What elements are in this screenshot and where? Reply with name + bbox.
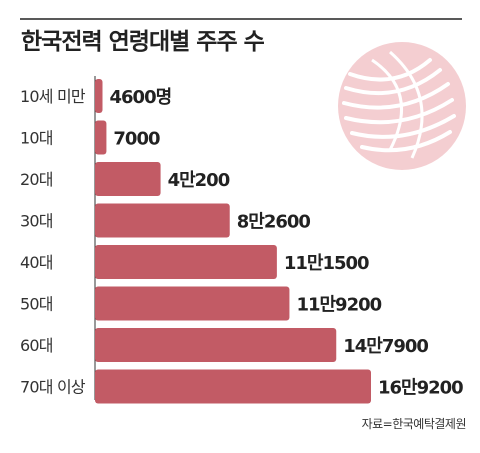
value-label: 11만1500 xyxy=(284,253,369,274)
source-note: 자료=한국예탁결제원 xyxy=(361,417,467,431)
value-label: 4만200 xyxy=(168,170,230,191)
category-label: 10세 미만 xyxy=(20,87,86,106)
data-bar xyxy=(95,120,107,155)
category-label: 10대 xyxy=(20,129,53,148)
category-label: 40대 xyxy=(20,253,53,272)
category-label: 30대 xyxy=(20,212,53,231)
category-label: 70대 이상 xyxy=(20,378,86,397)
chart-title: 한국전력 연령대별 주주 수 xyxy=(21,29,265,55)
watermark-logo-icon xyxy=(338,42,466,170)
value-label: 8만2600 xyxy=(237,212,311,233)
data-bar xyxy=(95,369,371,404)
value-label: 7000 xyxy=(113,129,160,150)
data-bar xyxy=(95,245,277,279)
data-bar xyxy=(95,328,337,362)
data-bar xyxy=(95,79,103,113)
category-label: 60대 xyxy=(20,336,53,355)
value-label: 14만7900 xyxy=(343,336,428,357)
data-bar xyxy=(95,162,161,196)
value-label: 4600명 xyxy=(110,87,172,108)
value-label: 11만9200 xyxy=(296,295,381,316)
data-bar xyxy=(95,286,290,321)
category-label: 20대 xyxy=(20,170,53,189)
value-label: 16만9200 xyxy=(378,378,463,399)
data-bar xyxy=(95,203,230,238)
category-label: 50대 xyxy=(20,295,53,314)
